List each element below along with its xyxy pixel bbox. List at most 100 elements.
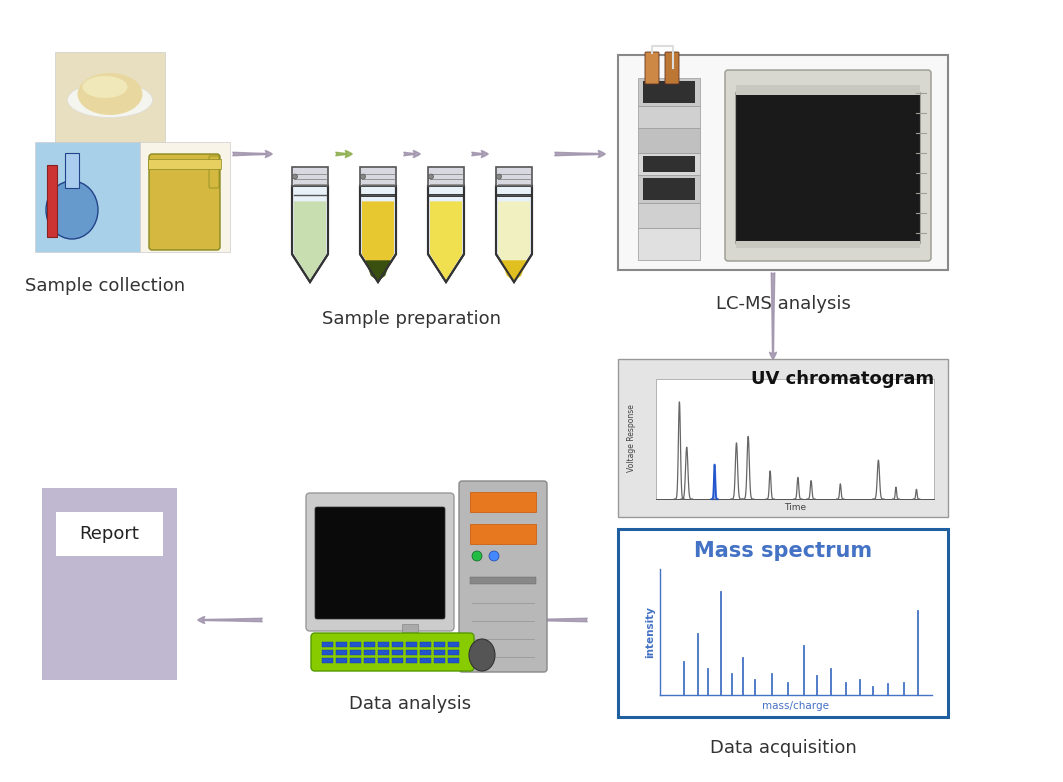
FancyBboxPatch shape: [665, 52, 679, 84]
Ellipse shape: [390, 635, 431, 643]
FancyBboxPatch shape: [43, 488, 178, 680]
FancyBboxPatch shape: [618, 55, 948, 270]
Bar: [56, 512, 163, 556]
PathPatch shape: [428, 186, 465, 282]
Bar: [47, 165, 57, 237]
FancyBboxPatch shape: [55, 52, 165, 147]
Bar: [643, 156, 695, 172]
Bar: [378, 658, 389, 663]
FancyBboxPatch shape: [149, 154, 220, 250]
Bar: [420, 658, 431, 663]
FancyBboxPatch shape: [209, 156, 219, 188]
FancyBboxPatch shape: [459, 481, 547, 672]
Bar: [350, 641, 361, 647]
FancyBboxPatch shape: [618, 529, 948, 717]
Circle shape: [428, 174, 434, 179]
Text: LC-MS analysis: LC-MS analysis: [715, 295, 850, 313]
Circle shape: [360, 174, 366, 179]
Bar: [434, 658, 445, 663]
Bar: [638, 128, 701, 153]
Bar: [638, 175, 701, 203]
Bar: [406, 658, 417, 663]
Bar: [350, 658, 361, 663]
Bar: [350, 650, 361, 655]
Bar: [406, 650, 417, 655]
Bar: [638, 78, 701, 106]
Bar: [496, 167, 532, 186]
Bar: [364, 641, 375, 647]
Text: Sample collection: Sample collection: [24, 277, 185, 295]
Bar: [656, 379, 934, 499]
FancyBboxPatch shape: [140, 142, 230, 252]
PathPatch shape: [502, 260, 526, 281]
Bar: [322, 658, 333, 663]
Bar: [364, 658, 375, 663]
Bar: [402, 624, 418, 639]
FancyBboxPatch shape: [618, 359, 948, 517]
FancyBboxPatch shape: [315, 507, 445, 619]
Bar: [322, 641, 333, 647]
Ellipse shape: [78, 73, 142, 115]
PathPatch shape: [497, 202, 530, 280]
Bar: [378, 650, 389, 655]
Bar: [448, 658, 459, 663]
Bar: [360, 167, 396, 186]
Bar: [148, 159, 221, 169]
Bar: [470, 577, 536, 584]
Bar: [470, 492, 536, 512]
PathPatch shape: [362, 202, 394, 280]
Text: Mass spectrum: Mass spectrum: [694, 541, 872, 561]
Ellipse shape: [469, 639, 495, 671]
PathPatch shape: [360, 186, 396, 282]
Text: Sample preparation: Sample preparation: [322, 310, 502, 328]
Bar: [643, 178, 695, 200]
Bar: [434, 641, 445, 647]
Circle shape: [472, 551, 482, 561]
Text: Data analysis: Data analysis: [349, 695, 471, 713]
Ellipse shape: [46, 181, 98, 239]
Bar: [736, 85, 919, 95]
Bar: [638, 153, 701, 175]
FancyBboxPatch shape: [736, 91, 919, 245]
Bar: [392, 641, 403, 647]
Bar: [638, 203, 701, 228]
Text: intensity: intensity: [645, 606, 655, 658]
Text: Time: Time: [783, 504, 806, 512]
PathPatch shape: [292, 186, 328, 282]
Bar: [322, 650, 333, 655]
Bar: [378, 641, 389, 647]
Bar: [65, 153, 79, 188]
Text: UV chromatogram: UV chromatogram: [750, 370, 934, 388]
Bar: [364, 650, 375, 655]
PathPatch shape: [294, 202, 326, 280]
Bar: [434, 650, 445, 655]
FancyBboxPatch shape: [645, 52, 659, 84]
FancyBboxPatch shape: [725, 70, 931, 261]
Bar: [448, 650, 459, 655]
PathPatch shape: [366, 260, 390, 281]
Bar: [406, 641, 417, 647]
Bar: [392, 650, 403, 655]
FancyBboxPatch shape: [306, 493, 454, 631]
PathPatch shape: [496, 186, 532, 282]
FancyBboxPatch shape: [35, 142, 140, 252]
Bar: [448, 641, 459, 647]
PathPatch shape: [431, 202, 462, 280]
Bar: [336, 650, 347, 655]
Bar: [643, 81, 695, 103]
Bar: [420, 650, 431, 655]
Text: Report: Report: [80, 525, 139, 543]
Bar: [392, 658, 403, 663]
Bar: [638, 228, 701, 260]
Bar: [292, 167, 328, 186]
Text: mass/charge: mass/charge: [762, 701, 829, 711]
Ellipse shape: [67, 82, 152, 117]
Bar: [638, 106, 701, 128]
Bar: [336, 658, 347, 663]
Bar: [428, 167, 465, 186]
Bar: [336, 641, 347, 647]
Circle shape: [292, 174, 298, 179]
Bar: [736, 241, 919, 248]
Ellipse shape: [83, 76, 128, 98]
Circle shape: [489, 551, 499, 561]
